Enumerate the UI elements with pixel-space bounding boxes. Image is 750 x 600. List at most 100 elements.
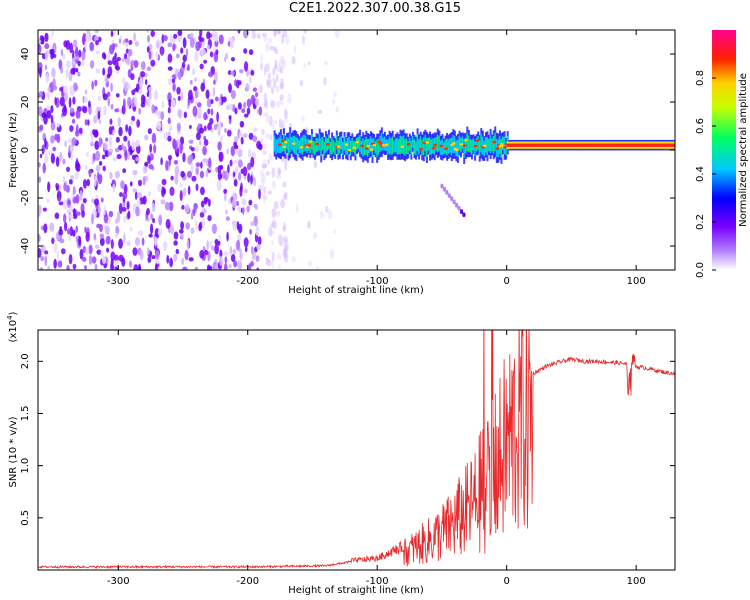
band-mid bbox=[418, 139, 421, 155]
noise-speckle bbox=[110, 103, 114, 110]
noise-speckle bbox=[108, 125, 113, 135]
noise-speckle bbox=[194, 219, 198, 231]
noise-speckle bbox=[83, 96, 88, 103]
noise-speckle bbox=[262, 32, 267, 38]
band-hot-spot bbox=[352, 146, 357, 150]
band-hot-spot bbox=[500, 142, 505, 146]
noise-speckle bbox=[96, 106, 102, 113]
band-mid bbox=[472, 138, 475, 151]
noise-speckle bbox=[279, 83, 284, 90]
noise-speckle bbox=[144, 134, 149, 141]
noise-speckle bbox=[158, 214, 163, 226]
noise-speckle bbox=[167, 106, 171, 114]
noise-speckle bbox=[251, 33, 257, 39]
noise-speckle bbox=[70, 174, 74, 180]
noise-speckle bbox=[273, 119, 278, 125]
noise-speckle bbox=[38, 106, 43, 117]
noise-speckle bbox=[271, 124, 276, 129]
band-hot-spot bbox=[366, 144, 371, 148]
noise-speckle bbox=[169, 257, 173, 268]
noise-speckle bbox=[135, 206, 140, 217]
noise-speckle bbox=[38, 176, 42, 183]
noise-speckle bbox=[161, 178, 167, 186]
colorbar-tick-label: 0.4 bbox=[695, 166, 706, 182]
band-mid bbox=[300, 137, 303, 154]
band-mid bbox=[363, 140, 366, 156]
spectrogram-y-ticks: -40 -20 0 20 40 bbox=[20, 48, 675, 254]
noise-speckle bbox=[198, 39, 202, 49]
noise-speckle bbox=[151, 255, 156, 260]
noise-speckle bbox=[40, 255, 45, 262]
noise-speckle bbox=[56, 122, 60, 128]
band-mid bbox=[298, 140, 301, 154]
band-mid bbox=[430, 139, 433, 155]
noise-speckle bbox=[132, 169, 138, 176]
band-mid bbox=[450, 137, 453, 156]
noise-speckle bbox=[207, 108, 211, 115]
noise-speckle bbox=[93, 233, 97, 240]
noise-speckle bbox=[228, 263, 232, 269]
noise-speckle bbox=[212, 86, 216, 98]
noise-speckle bbox=[149, 143, 153, 153]
noise-speckle bbox=[55, 156, 60, 167]
noise-speckle bbox=[263, 35, 268, 42]
noise-speckle bbox=[72, 186, 76, 195]
noise-speckle bbox=[263, 92, 267, 102]
noise-speckle bbox=[134, 40, 140, 47]
noise-speckle bbox=[246, 107, 251, 115]
noise-speckle bbox=[128, 125, 132, 137]
noise-speckle bbox=[214, 71, 218, 83]
noise-speckle bbox=[122, 98, 126, 108]
noise-speckle bbox=[65, 60, 71, 69]
noise-speckle bbox=[101, 255, 106, 265]
noise-speckle bbox=[142, 165, 148, 174]
noise-speckle bbox=[248, 263, 252, 270]
spectrogram-x-ticks: -300 -200 -100 0 100 bbox=[107, 30, 646, 287]
x-tick-label: -100 bbox=[366, 576, 389, 587]
noise-speckle bbox=[237, 260, 243, 270]
x-tick-label: -200 bbox=[236, 276, 259, 287]
noise-speckle bbox=[217, 240, 221, 246]
noise-speckle bbox=[232, 248, 237, 255]
noise-speckle bbox=[177, 95, 181, 102]
noise-speckle bbox=[167, 42, 173, 48]
noise-speckle bbox=[151, 132, 157, 144]
band-mid bbox=[463, 139, 466, 158]
noise-speckle bbox=[233, 178, 238, 187]
noise-speckle bbox=[138, 263, 141, 270]
noise-speckle bbox=[121, 206, 127, 212]
noise-speckle bbox=[268, 37, 273, 44]
noise-speckle bbox=[171, 78, 176, 84]
band-hot-spot bbox=[299, 145, 304, 149]
noise-speckle bbox=[65, 67, 69, 79]
noise-speckle bbox=[223, 192, 227, 202]
noise-speckle bbox=[258, 143, 263, 151]
noise-speckle bbox=[81, 50, 86, 61]
band-mid bbox=[338, 137, 341, 154]
noise-speckle bbox=[222, 170, 226, 180]
noise-speckle bbox=[276, 100, 280, 108]
noise-speckle bbox=[202, 146, 207, 156]
noise-speckle bbox=[174, 165, 180, 177]
noise-speckle bbox=[200, 186, 205, 196]
noise-speckle bbox=[258, 84, 263, 93]
noise-speckle bbox=[233, 136, 239, 143]
band-mid bbox=[456, 139, 459, 158]
noise-speckle bbox=[138, 89, 143, 95]
spectrogram-y-axis-label: Frequency (Hz) bbox=[8, 112, 19, 188]
noise-speckle bbox=[217, 121, 222, 133]
noise-speckle bbox=[149, 223, 154, 235]
noise-speckle bbox=[274, 85, 280, 93]
noise-speckle bbox=[243, 61, 249, 72]
noise-speckle bbox=[232, 171, 236, 178]
noise-speckle bbox=[295, 204, 299, 213]
noise-speckle bbox=[189, 79, 193, 85]
noise-speckle bbox=[200, 200, 205, 208]
noise-speckle bbox=[82, 245, 86, 254]
noise-speckle bbox=[91, 159, 95, 165]
noise-speckle bbox=[118, 254, 124, 262]
noise-speckle bbox=[84, 119, 88, 126]
band-mid bbox=[318, 134, 321, 151]
band-mid bbox=[467, 135, 470, 152]
band-mid bbox=[401, 136, 404, 154]
